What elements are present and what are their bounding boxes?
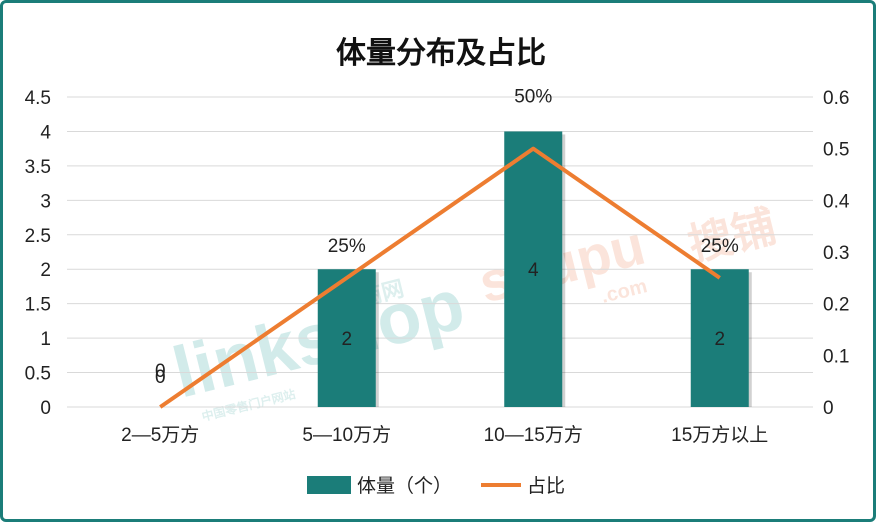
line-value-label: 50% — [514, 87, 552, 108]
right-tick-label: 0 — [823, 398, 834, 419]
left-tick-label: 1.5 — [25, 295, 51, 316]
bar — [690, 269, 749, 407]
line-path — [159, 146, 721, 409]
category-label: 15万方以上 — [671, 424, 768, 446]
bar-value-label: 2 — [714, 329, 725, 350]
category-labels: 2—5万方 5—10万方 10—15万方 15万方以上 — [121, 424, 768, 446]
left-tick-label: 4.5 — [25, 88, 51, 109]
chart-svg: linkshop 联商网 中国零售门户网站 soupu 搜铺 .com 体量分布… — [25, 36, 850, 497]
legend-bar-swatch — [307, 476, 351, 494]
left-tick-label: 0 — [40, 398, 51, 419]
left-tick-label: 3 — [40, 191, 51, 212]
left-tick-label: 2 — [40, 260, 51, 281]
bar — [504, 131, 563, 407]
line-series — [159, 146, 721, 409]
line-value-label: 0 — [155, 361, 166, 382]
legend-bar-label: 体量（个） — [357, 475, 452, 497]
right-tick-label: 0.1 — [823, 346, 849, 367]
line-value-label: 25% — [328, 236, 366, 257]
left-tick-label: 4 — [40, 122, 51, 143]
bar-value-label: 0 — [155, 367, 166, 388]
left-tick-label: 1 — [40, 329, 51, 350]
right-tick-label: 0.2 — [823, 295, 849, 316]
legend-line-label: 占比 — [527, 475, 565, 497]
bar-value-label: 2 — [341, 329, 352, 350]
right-axis-ticks: 0 0.1 0.2 0.3 0.4 0.5 0.6 — [823, 88, 850, 419]
left-tick-label: 3.5 — [25, 157, 51, 178]
bar-series — [317, 131, 752, 407]
right-tick-label: 0.6 — [823, 88, 849, 109]
line-value-label: 25% — [701, 236, 739, 257]
bar-value-label: 4 — [528, 260, 539, 281]
left-tick-label: 2.5 — [25, 226, 51, 247]
right-tick-label: 0.4 — [823, 191, 850, 212]
gridlines — [67, 96, 813, 408]
data-labels: 0 2 4 2 0 25% 50% 25% — [155, 87, 739, 388]
right-tick-label: 0.3 — [823, 243, 849, 264]
category-label: 2—5万方 — [121, 424, 199, 446]
left-axis-ticks: 0 0.5 1 1.5 2 2.5 3 3.5 4 4.5 — [25, 88, 52, 419]
right-tick-label: 0.5 — [823, 140, 849, 161]
category-label: 10—15万方 — [484, 424, 583, 446]
chart-title: 体量分布及占比 — [336, 36, 546, 71]
left-tick-label: 0.5 — [25, 364, 51, 385]
legend: 体量（个） 占比 — [307, 475, 565, 497]
category-label: 5—10万方 — [302, 424, 391, 446]
